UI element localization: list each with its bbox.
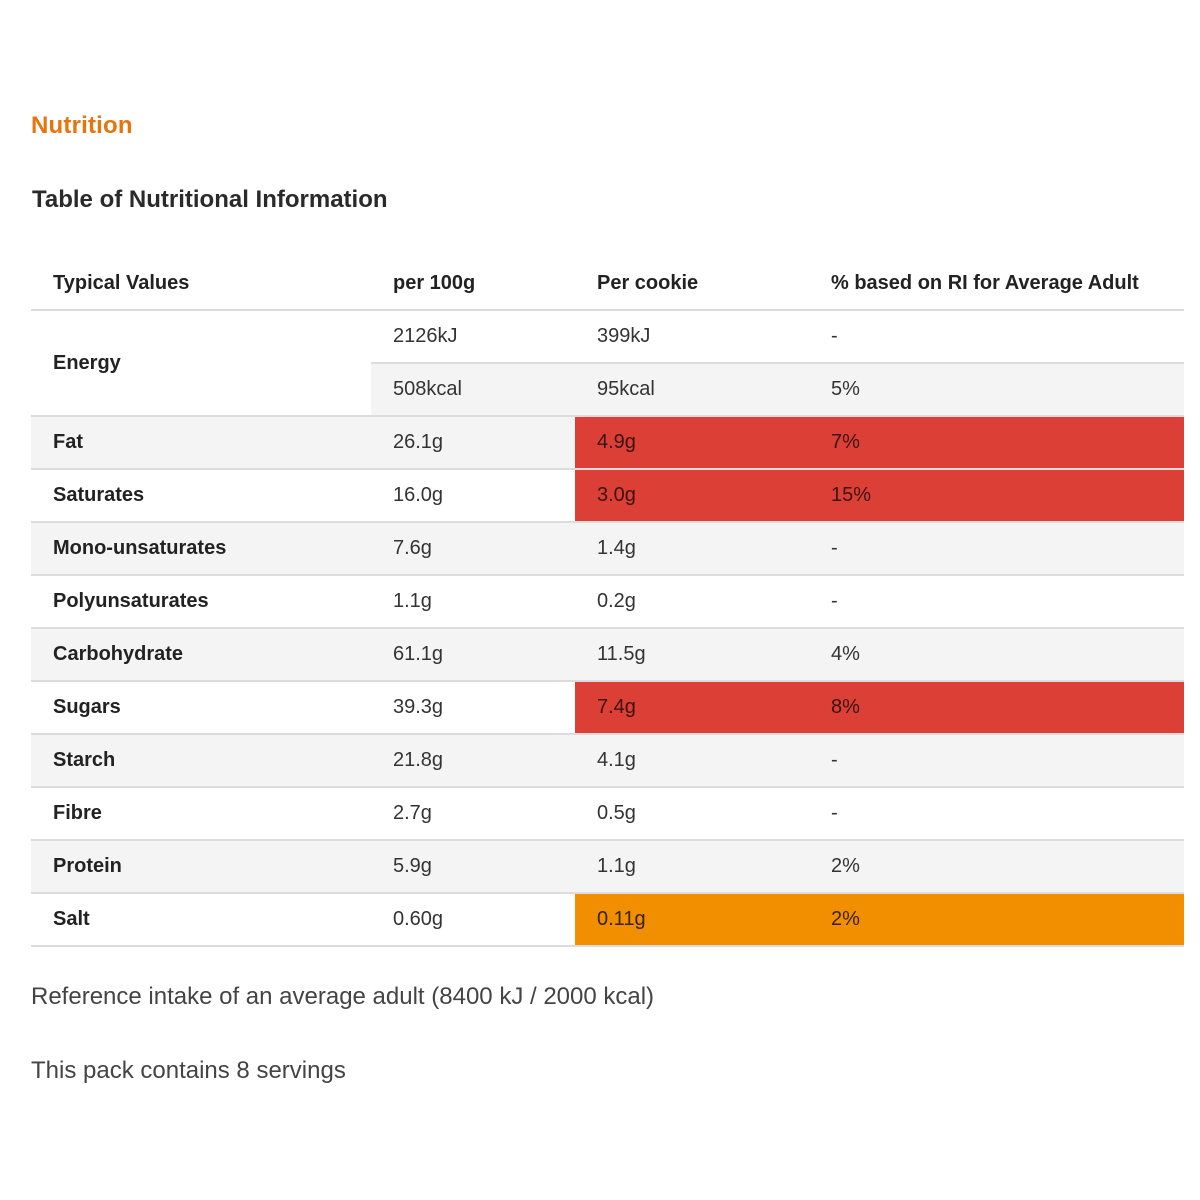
ri-value: 2%	[809, 893, 1184, 947]
per-cookie-value: 3.0g	[575, 469, 809, 523]
per-cookie-value: 4.9g	[575, 416, 809, 470]
nutrient-rows: Fat 26.1g 4.9g 7% Saturates 16.0g 3.0g 15% Mono-…	[31, 416, 1184, 947]
nutrition-table: Typical Values per 100g Per cookie % bas…	[31, 257, 1184, 947]
row-label: Fat	[31, 416, 371, 470]
per100-value: 26.1g	[371, 416, 575, 470]
row-label-energy: Energy	[31, 310, 371, 417]
energy-kj-per100: 2126kJ	[371, 310, 575, 364]
per-cookie-value: 11.5g	[575, 628, 809, 682]
header-per-cookie: Per cookie	[575, 257, 809, 311]
ri-value: -	[809, 522, 1184, 576]
row-label: Carbohydrate	[31, 628, 371, 682]
per100-value: 5.9g	[371, 840, 575, 894]
row-label: Sugars	[31, 681, 371, 735]
per100-value: 61.1g	[371, 628, 575, 682]
table-row-polyunsaturates: Polyunsaturates 1.1g 0.2g -	[31, 575, 1184, 629]
per100-value: 39.3g	[371, 681, 575, 735]
table-row-fat: Fat 26.1g 4.9g 7%	[31, 416, 1184, 470]
table-row-fibre: Fibre 2.7g 0.5g -	[31, 787, 1184, 841]
table-row-carbohydrate: Carbohydrate 61.1g 11.5g 4%	[31, 628, 1184, 682]
per-cookie-value: 7.4g	[575, 681, 809, 735]
reference-intake-note: Reference intake of an average adult (84…	[31, 983, 655, 1010]
per100-value: 16.0g	[371, 469, 575, 523]
table-header-row: Typical Values per 100g Per cookie % bas…	[31, 257, 1184, 311]
table-row-energy-kcal: 508kcal 95kcal 5%	[31, 363, 1184, 417]
ri-value: -	[809, 734, 1184, 788]
per100-value: 7.6g	[371, 522, 575, 576]
energy-kj-per-cookie: 399kJ	[575, 310, 809, 364]
per-cookie-value: 1.1g	[575, 840, 809, 894]
table-row-energy-kj: Energy 2126kJ 399kJ -	[31, 310, 1184, 417]
table-row-sugars: Sugars 39.3g 7.4g 8%	[31, 681, 1184, 735]
row-label: Saturates	[31, 469, 371, 523]
ri-value: 8%	[809, 681, 1184, 735]
per-cookie-value: 0.11g	[575, 893, 809, 947]
per100-value: 1.1g	[371, 575, 575, 629]
ri-value: 2%	[809, 840, 1184, 894]
energy-kcal-per-cookie: 95kcal	[575, 363, 809, 417]
per-cookie-value: 0.2g	[575, 575, 809, 629]
per-cookie-value: 0.5g	[575, 787, 809, 841]
row-label: Starch	[31, 734, 371, 788]
header-ri-percent: % based on RI for Average Adult	[809, 257, 1184, 311]
energy-kcal-per100: 508kcal	[371, 363, 575, 417]
table-row-saturates: Saturates 16.0g 3.0g 15%	[31, 469, 1184, 523]
energy-kj-ri: -	[809, 310, 1184, 364]
energy-kcal-ri: 5%	[809, 363, 1184, 417]
header-typical-values: Typical Values	[31, 257, 371, 311]
table-row-salt: Salt 0.60g 0.11g 2%	[31, 893, 1184, 947]
ri-value: 7%	[809, 416, 1184, 470]
row-label: Fibre	[31, 787, 371, 841]
per100-value: 21.8g	[371, 734, 575, 788]
table-row-protein: Protein 5.9g 1.1g 2%	[31, 840, 1184, 894]
row-label: Polyunsaturates	[31, 575, 371, 629]
per-cookie-value: 1.4g	[575, 522, 809, 576]
table-row-mono-unsaturates: Mono-unsaturates 7.6g 1.4g -	[31, 522, 1184, 576]
header-per-100g: per 100g	[371, 257, 575, 311]
row-label: Salt	[31, 893, 371, 947]
per100-value: 0.60g	[371, 893, 575, 947]
per-cookie-value: 4.1g	[575, 734, 809, 788]
ri-value: -	[809, 575, 1184, 629]
row-label: Mono-unsaturates	[31, 522, 371, 576]
servings-note: This pack contains 8 servings	[31, 1057, 346, 1084]
per100-value: 2.7g	[371, 787, 575, 841]
row-label: Protein	[31, 840, 371, 894]
section-heading: Nutrition	[31, 112, 133, 139]
ri-value: -	[809, 787, 1184, 841]
ri-value: 15%	[809, 469, 1184, 523]
table-row-starch: Starch 21.8g 4.1g -	[31, 734, 1184, 788]
table-title: Table of Nutritional Information	[32, 186, 388, 213]
ri-value: 4%	[809, 628, 1184, 682]
